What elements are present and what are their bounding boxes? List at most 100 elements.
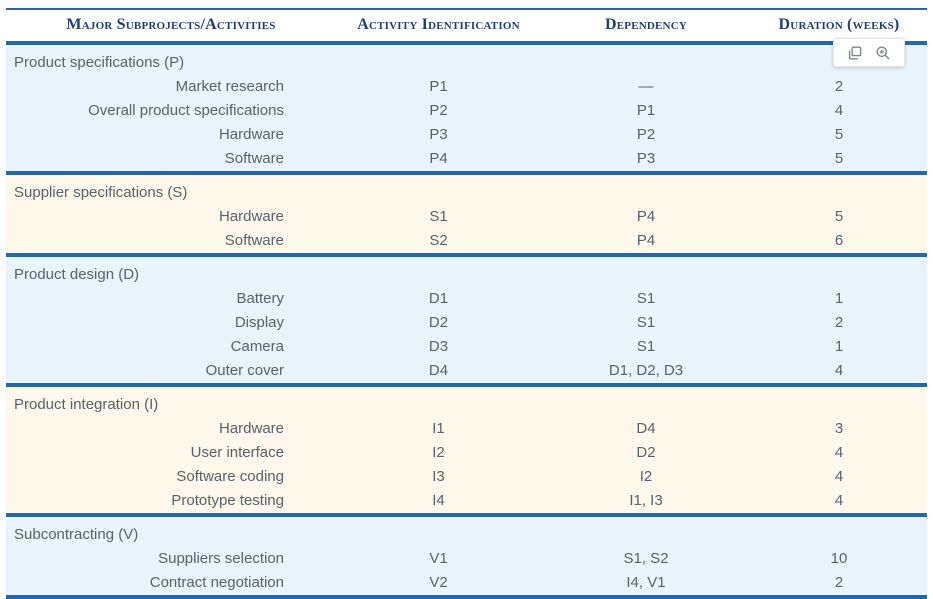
id-cell: I3 <box>432 468 445 485</box>
table-row: Prototype testing I4 I1, I3 4 <box>6 489 927 515</box>
id-cell: S1 <box>429 208 448 225</box>
dependency-cell: S1 <box>636 314 656 331</box>
dependency-cell: I4, V1 <box>626 574 666 591</box>
id-cell: D1 <box>428 290 449 307</box>
table-row: Software coding I3 I2 4 <box>6 465 927 489</box>
dependency-cell: P3 <box>636 150 656 167</box>
duration-cell: 10 <box>830 550 848 567</box>
dependency-cell: D4 <box>636 420 656 437</box>
table-row: Overall product specifications P2 P1 4 <box>6 99 927 123</box>
duration-cell: 5 <box>834 126 844 143</box>
id-cell: D2 <box>428 314 449 331</box>
activity-cell: Software <box>224 232 284 249</box>
duration-cell: 2 <box>834 314 844 331</box>
section-product-integration: Product integration (I) Hardware I1 D4 3… <box>6 385 927 515</box>
section-title: Supplier specifications (S) <box>14 184 188 201</box>
section-title-row: Product specifications (P) <box>6 43 927 75</box>
table-row: Software P4 P3 5 <box>6 147 927 173</box>
activity-cell: Outer cover <box>205 362 284 379</box>
activity-cell: Software coding <box>176 468 284 485</box>
dependency-cell: S1 <box>636 290 656 307</box>
dependency-cell: — <box>638 78 654 95</box>
column-header-dependency: Dependency <box>541 9 751 43</box>
duration-cell: 2 <box>834 574 844 591</box>
zoom-in-icon[interactable] <box>875 45 891 61</box>
table-row: Contract negotiation V2 I4, V1 2 <box>6 571 927 597</box>
table-row: Camera D3 S1 1 <box>6 335 927 359</box>
dependency-cell: D2 <box>636 444 656 461</box>
id-cell: P4 <box>429 150 448 167</box>
table-row: Software S2 P4 6 <box>6 229 927 255</box>
section-product-specifications: Product specifications (P) Market resear… <box>6 43 927 173</box>
id-cell: I2 <box>432 444 445 461</box>
table-row: Market research P1 — 2 <box>6 75 927 99</box>
dependency-cell: P4 <box>636 208 656 225</box>
column-header-activity-id: Activity Identification <box>336 9 541 43</box>
section-title: Product design (D) <box>14 266 140 283</box>
duration-cell: 6 <box>834 232 844 249</box>
id-cell: V2 <box>429 574 448 591</box>
activity-cell: Hardware <box>218 126 284 143</box>
section-title-row: Product design (D) <box>6 255 927 287</box>
duration-cell: 5 <box>834 150 844 167</box>
duration-cell: 5 <box>834 208 844 225</box>
copy-icon[interactable] <box>847 45 863 61</box>
dependency-cell: P1 <box>636 102 656 119</box>
section-title: Subcontracting (V) <box>14 526 139 543</box>
duration-cell: 4 <box>834 492 844 509</box>
section-title: Product specifications (P) <box>14 54 185 71</box>
floating-toolbar <box>833 38 905 67</box>
section-title-row: Product integration (I) <box>6 385 927 417</box>
duration-cell: 3 <box>834 420 844 437</box>
activities-table: Major Subprojects/Activities Activity Id… <box>6 8 927 599</box>
activity-cell: Battery <box>236 290 284 307</box>
activity-cell: Hardware <box>218 420 284 437</box>
dependency-cell: S1, S2 <box>623 550 669 567</box>
dependency-cell: S1 <box>636 338 656 355</box>
id-cell: V1 <box>429 550 448 567</box>
table-row: User interface I2 D2 4 <box>6 441 927 465</box>
id-cell: D3 <box>428 338 449 355</box>
dependency-cell: I2 <box>639 468 653 485</box>
table-row: Suppliers selection V1 S1, S2 10 <box>6 547 927 571</box>
table-row: Hardware I1 D4 3 <box>6 417 927 441</box>
section-title-row: Subcontracting (V) <box>6 515 927 547</box>
section-title: Product integration (I) <box>14 396 159 413</box>
activity-cell: Camera <box>230 338 284 355</box>
id-cell: I4 <box>432 492 445 509</box>
activity-cell: Contract negotiation <box>149 574 284 591</box>
duration-cell: 2 <box>834 78 844 95</box>
duration-cell: 4 <box>834 102 844 119</box>
id-cell: I1 <box>432 420 445 437</box>
table-row: Outer cover D4 D1, D2, D3 4 <box>6 359 927 385</box>
id-cell: P3 <box>429 126 448 143</box>
id-cell: P2 <box>429 102 448 119</box>
section-product-design: Product design (D) Battery D1 S1 1 Displ… <box>6 255 927 385</box>
section-title-row: Supplier specifications (S) <box>6 173 927 205</box>
activity-cell: Prototype testing <box>171 492 284 509</box>
table-row: Battery D1 S1 1 <box>6 287 927 311</box>
duration-cell: 1 <box>834 338 844 355</box>
activity-cell: Display <box>234 314 284 331</box>
section-supplier-specifications: Supplier specifications (S) Hardware S1 … <box>6 173 927 255</box>
column-header-duration: Duration (weeks) <box>751 9 927 43</box>
duration-cell: 1 <box>834 290 844 307</box>
activity-cell: Overall product specifications <box>88 102 284 119</box>
column-header-subprojects: Major Subprojects/Activities <box>6 9 336 43</box>
dependency-cell: P2 <box>636 126 656 143</box>
activity-cell: User interface <box>190 444 284 461</box>
activity-cell: Hardware <box>218 208 284 225</box>
page: Major Subprojects/Activities Activity Id… <box>6 8 927 599</box>
duration-cell: 4 <box>834 362 844 379</box>
duration-cell: 4 <box>834 468 844 485</box>
dependency-cell: D1, D2, D3 <box>608 362 684 379</box>
table-row: Hardware P3 P2 5 <box>6 123 927 147</box>
activity-cell: Suppliers selection <box>158 550 284 567</box>
table-header-row: Major Subprojects/Activities Activity Id… <box>6 9 927 43</box>
dependency-cell: I1, I3 <box>629 492 663 509</box>
id-cell: P1 <box>429 78 448 95</box>
id-cell: D4 <box>428 362 449 379</box>
activity-cell: Software <box>224 150 284 167</box>
id-cell: S2 <box>429 232 448 249</box>
table-row: Hardware S1 P4 5 <box>6 205 927 229</box>
